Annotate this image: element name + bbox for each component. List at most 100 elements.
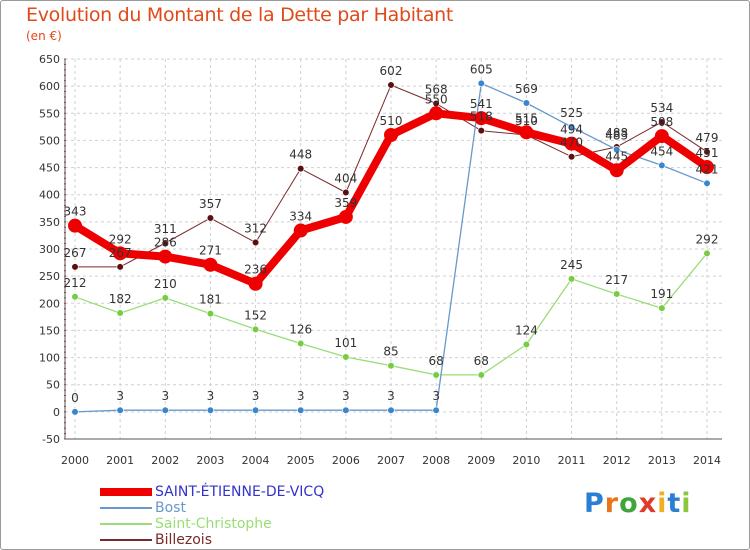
line-chart: -50 0 50 100 150 200 250 300 350 400 450 500 550 600 6… <box>39 53 722 467</box>
data-point <box>342 406 350 414</box>
data-label: 541 <box>470 97 493 111</box>
data-label: 510 <box>380 114 403 128</box>
data-point <box>567 275 576 283</box>
data-label: 3 <box>297 389 305 403</box>
data-label: 451 <box>696 146 719 160</box>
data-label: 3 <box>252 389 260 403</box>
data-point <box>432 371 440 379</box>
data-point <box>658 304 666 312</box>
data-point <box>293 223 308 238</box>
data-point <box>477 79 485 88</box>
y-tick-label: 300 <box>39 243 60 256</box>
x-tick-label: 2007 <box>377 454 405 467</box>
data-point <box>522 99 531 107</box>
data-label: 312 <box>244 221 267 235</box>
x-tick-label: 2013 <box>648 454 676 467</box>
x-tick-label: 2014 <box>693 454 721 467</box>
x-tick-label: 2000 <box>61 454 89 467</box>
data-point <box>71 263 79 271</box>
data-point <box>384 128 398 142</box>
logo-letter: t <box>667 488 682 519</box>
data-point <box>700 160 714 175</box>
data-point <box>567 123 576 131</box>
data-label: 101 <box>334 336 357 350</box>
x-tick-label: 2006 <box>332 454 360 467</box>
data-point <box>71 408 79 416</box>
data-label: 359 <box>334 196 357 210</box>
data-label: 483 <box>605 129 628 143</box>
x-tick-label: 2004 <box>242 454 270 467</box>
data-point <box>206 214 215 222</box>
data-label: 448 <box>289 148 312 162</box>
data-point <box>342 188 350 197</box>
data-label: 68 <box>429 354 444 368</box>
data-label: 85 <box>383 345 398 359</box>
data-label: 602 <box>380 64 403 78</box>
y-tick-label: 150 <box>39 324 60 337</box>
data-label: 271 <box>199 244 222 258</box>
data-point <box>251 325 260 333</box>
proxiti-logo: Proxiti <box>584 488 692 519</box>
data-label: 454 <box>650 144 673 158</box>
data-point <box>564 136 579 151</box>
legend-label: Bost <box>155 500 186 516</box>
data-point <box>609 163 624 178</box>
y-tick-label: 100 <box>39 352 60 365</box>
data-label: 124 <box>515 324 538 338</box>
data-point <box>567 153 576 161</box>
legend-label: Saint-Christophe <box>155 516 272 532</box>
legend-swatch <box>100 507 152 509</box>
data-label: 286 <box>154 236 177 250</box>
data-label: 292 <box>109 232 132 246</box>
data-point <box>474 111 489 126</box>
x-tick-label: 2008 <box>422 454 450 467</box>
y-tick-label: 500 <box>39 134 60 147</box>
data-label: 534 <box>650 101 673 115</box>
data-label: 488 <box>605 126 628 140</box>
data-label: 210 <box>154 277 177 291</box>
y-tick-label: 0 <box>53 406 60 419</box>
data-label: 3 <box>387 389 395 403</box>
y-tick-label: 450 <box>39 162 60 175</box>
data-point <box>477 127 485 135</box>
x-tick-label: 2002 <box>151 454 179 467</box>
logo-letter: r <box>604 488 620 519</box>
data-point <box>206 406 215 414</box>
data-point <box>161 406 169 414</box>
logo-letter: i <box>657 488 668 519</box>
data-label: 267 <box>64 246 87 260</box>
logo-letter: P <box>584 488 605 519</box>
data-label: 0 <box>71 391 79 405</box>
data-point <box>248 276 263 291</box>
y-tick-label: 50 <box>46 379 60 392</box>
y-tick-label: 350 <box>39 216 60 229</box>
logo-letter: o <box>619 488 639 519</box>
data-point <box>342 353 350 361</box>
data-label: 3 <box>207 389 215 403</box>
x-tick-label: 2009 <box>467 454 495 467</box>
data-point <box>477 371 485 379</box>
data-point <box>116 406 124 414</box>
data-label: 470 <box>560 136 583 150</box>
x-tick-label: 2012 <box>603 454 631 467</box>
data-point <box>703 148 711 156</box>
data-point <box>519 125 534 140</box>
data-label: 525 <box>560 106 583 120</box>
data-point <box>387 406 395 414</box>
data-point <box>703 249 711 257</box>
data-point <box>206 310 215 318</box>
data-label: 217 <box>605 273 628 287</box>
data-label: 152 <box>244 308 267 322</box>
x-tick-label: 2005 <box>287 454 315 467</box>
y-tick-label: 250 <box>39 270 60 283</box>
data-point <box>654 129 669 144</box>
data-point <box>297 339 305 348</box>
logo-letter: i <box>681 488 692 519</box>
x-tick-label: 2011 <box>558 454 586 467</box>
data-point <box>522 340 531 349</box>
y-tick-label: 650 <box>39 53 60 66</box>
x-tick-label: 2003 <box>196 454 224 467</box>
y-tick-label: -50 <box>42 433 60 446</box>
x-tick-label: 2001 <box>106 454 134 467</box>
data-point <box>387 81 395 89</box>
